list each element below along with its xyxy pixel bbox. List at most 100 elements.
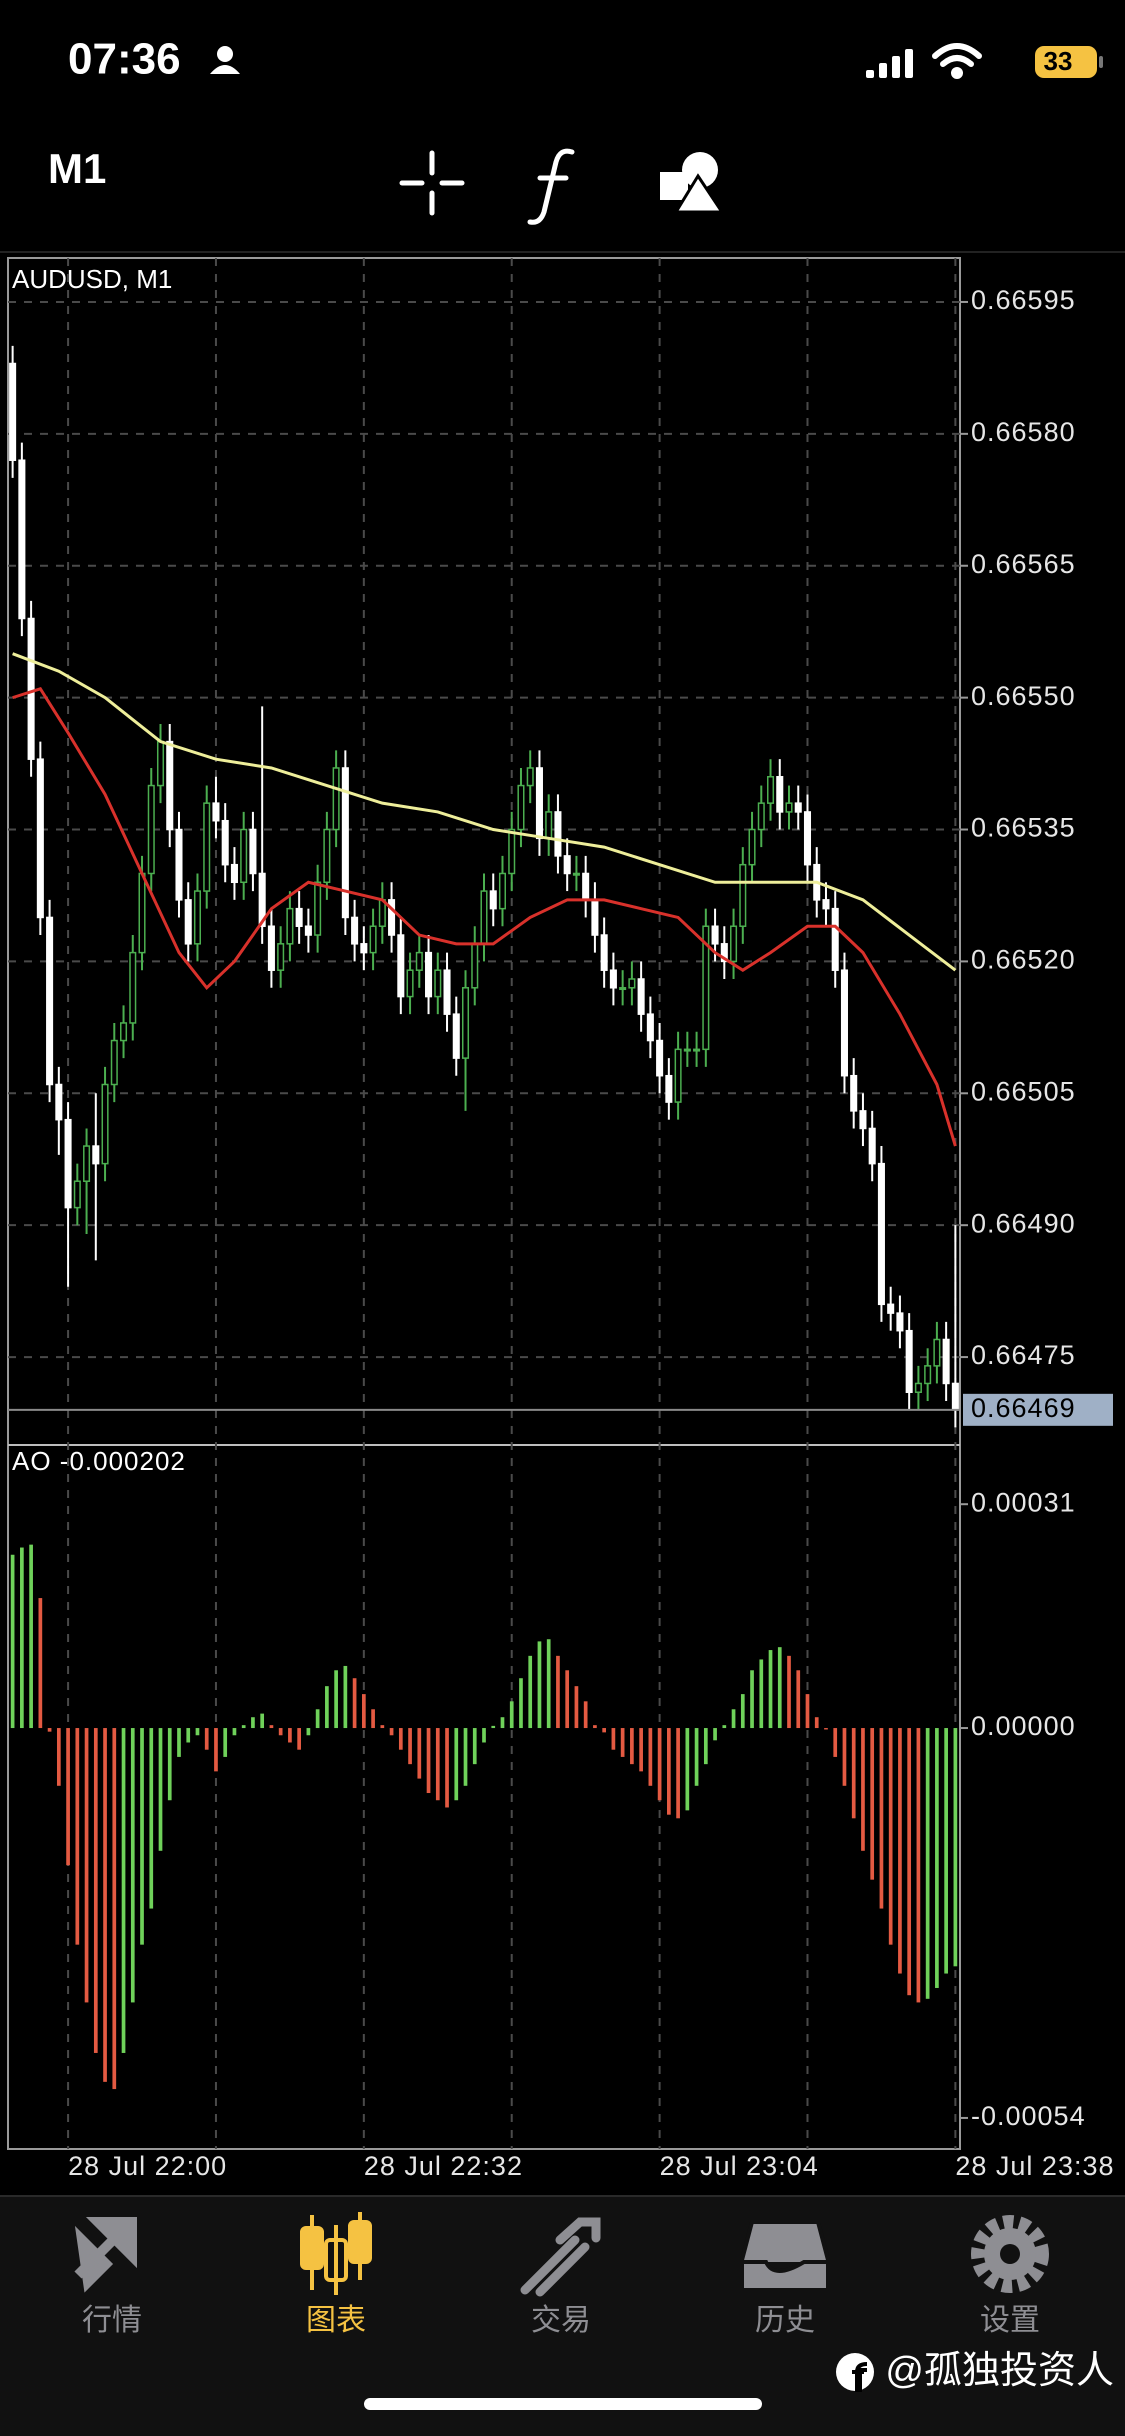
candle-body bbox=[803, 811, 812, 866]
chart-icon[interactable] bbox=[300, 2212, 372, 2295]
candle-body bbox=[785, 802, 793, 813]
candle-body bbox=[794, 802, 802, 813]
watermark-icon-glyph bbox=[852, 2362, 868, 2392]
candle-body bbox=[591, 899, 599, 936]
candle-body bbox=[628, 978, 636, 989]
indicator-button[interactable] bbox=[527, 148, 575, 225]
candle-body bbox=[101, 1083, 109, 1165]
last-price-box bbox=[963, 1393, 1113, 1426]
objects-button[interactable] bbox=[660, 152, 725, 214]
battery-icon bbox=[1035, 46, 1097, 78]
trade-icon[interactable] bbox=[520, 2217, 601, 2297]
candle-body bbox=[360, 943, 368, 954]
ao-bar bbox=[195, 1728, 200, 1736]
tab-label[interactable]: 图表 bbox=[306, 2304, 366, 2337]
battery-tip bbox=[1099, 56, 1103, 68]
crosshair-button[interactable] bbox=[399, 150, 465, 216]
tab-label[interactable]: 行情 bbox=[82, 2304, 142, 2337]
ao-bar bbox=[463, 1728, 468, 1786]
candle-body bbox=[258, 872, 266, 927]
ao-bar bbox=[84, 1728, 89, 2003]
y-tick-label: 0.66520 bbox=[971, 945, 1076, 975]
candle-body bbox=[110, 1039, 118, 1086]
quotes-icon[interactable] bbox=[74, 2217, 137, 2293]
candle-body bbox=[83, 1145, 91, 1182]
ao-bar bbox=[870, 1728, 875, 1880]
ao-bar bbox=[297, 1728, 301, 1750]
ao-bar bbox=[556, 1655, 560, 1729]
ao-bar bbox=[20, 1547, 24, 1729]
candle-body bbox=[868, 1127, 876, 1165]
tab-label[interactable]: 历史 bbox=[755, 2304, 815, 2337]
ao-bar bbox=[454, 1728, 459, 1801]
ao-bar bbox=[121, 1728, 126, 2053]
candle-body bbox=[323, 828, 331, 884]
history-icon[interactable] bbox=[740, 2220, 830, 2292]
x-tick-label: 28 Jul 23:04 bbox=[660, 2151, 819, 2181]
settings-icon[interactable] bbox=[971, 2215, 1049, 2293]
person-icon bbox=[210, 46, 240, 74]
ao-bar bbox=[944, 1728, 948, 1974]
ao-bar bbox=[167, 1728, 172, 1801]
ao-bar bbox=[288, 1728, 292, 1743]
candle-body bbox=[905, 1329, 913, 1393]
candle-body bbox=[277, 943, 285, 971]
ao-bar bbox=[315, 1709, 320, 1729]
ao-bar bbox=[241, 1725, 246, 1729]
candle-body bbox=[896, 1312, 904, 1332]
tab-label[interactable]: 交易 bbox=[531, 2304, 591, 2337]
y-tick-label: 0.00000 bbox=[971, 1711, 1076, 1741]
ao-bar bbox=[750, 1670, 754, 1729]
y-tick-label: 0.66490 bbox=[971, 1208, 1076, 1238]
y-tick-label: -0.00054 bbox=[971, 2101, 1086, 2131]
ao-bar bbox=[435, 1728, 440, 1801]
indicator-title: AO -0.000202 bbox=[12, 1446, 186, 1476]
candle-body bbox=[120, 1022, 128, 1042]
candle-body bbox=[757, 802, 765, 831]
ao-bar bbox=[269, 1725, 274, 1729]
ao-bar bbox=[602, 1728, 607, 1733]
ao-bar bbox=[380, 1725, 385, 1729]
candle-body bbox=[314, 881, 322, 936]
candle-body bbox=[378, 899, 386, 927]
tab-label[interactable]: 设置 bbox=[980, 2304, 1040, 2337]
ao-bar bbox=[787, 1655, 791, 1729]
ao-bar bbox=[343, 1665, 348, 1729]
candle-body bbox=[831, 907, 839, 971]
ao-bar bbox=[47, 1728, 52, 1732]
candle-body bbox=[776, 776, 784, 813]
candle-body bbox=[332, 767, 340, 831]
ao-bar bbox=[814, 1717, 819, 1729]
timeframe-button[interactable]: M1 bbox=[48, 145, 106, 192]
chart-frame bbox=[7, 257, 961, 2150]
ao-bar bbox=[935, 1728, 939, 1988]
candle-body bbox=[240, 828, 248, 884]
ao-bar bbox=[713, 1728, 717, 1741]
ao-bar bbox=[805, 1694, 810, 1729]
ao-bar bbox=[833, 1728, 838, 1757]
ao-bar bbox=[445, 1728, 449, 1808]
ao-bar bbox=[898, 1728, 902, 1974]
candle-body bbox=[767, 776, 775, 804]
ao-bar bbox=[879, 1728, 884, 1909]
ao-bar bbox=[519, 1678, 523, 1729]
ao-bar bbox=[731, 1709, 736, 1729]
ao-bar bbox=[482, 1728, 486, 1743]
candle-body bbox=[212, 802, 220, 822]
candle-body bbox=[267, 925, 275, 971]
candle-body bbox=[369, 925, 377, 954]
candle-body bbox=[517, 784, 525, 831]
candle-body bbox=[9, 362, 17, 461]
ao-bar bbox=[509, 1701, 514, 1729]
plot-area: 28 Jul 22:00 28 Jul 22:32 28 Jul 23:04 28 J… bbox=[8, 258, 1114, 2181]
candle-body bbox=[46, 916, 54, 1086]
battery-level: 33 bbox=[1044, 46, 1073, 76]
ao-bar bbox=[56, 1728, 61, 1786]
ao-bar bbox=[204, 1728, 209, 1750]
ao-bar bbox=[824, 1728, 828, 1730]
candle-body bbox=[221, 819, 229, 866]
signal-icon bbox=[866, 49, 913, 78]
ao-bar bbox=[546, 1639, 551, 1729]
